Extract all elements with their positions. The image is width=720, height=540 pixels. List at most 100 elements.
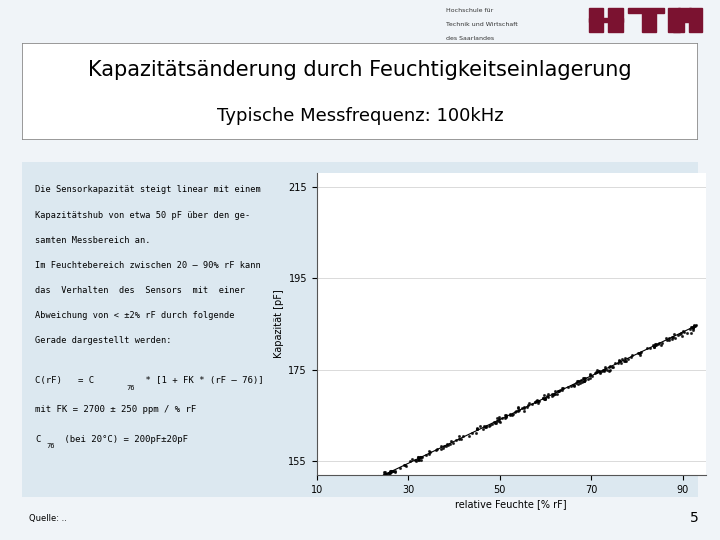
Point [636, 346, 647, 354]
Point [566, 380, 577, 389]
Point [348, 485, 360, 494]
Point [453, 433, 464, 442]
Point [505, 408, 517, 416]
Point [639, 346, 650, 354]
Point [524, 399, 536, 407]
Point [687, 323, 698, 332]
Bar [628, 8, 664, 12]
Text: Die Sensorkapazität steigt linear mit einem: Die Sensorkapazität steigt linear mit ei… [35, 185, 261, 194]
Point [680, 326, 691, 334]
Bar [608, 8, 623, 32]
Point [346, 484, 358, 492]
Point [475, 426, 487, 434]
Point [674, 330, 685, 339]
Text: samten Messbereich an.: samten Messbereich an. [35, 235, 150, 245]
Point [404, 457, 415, 465]
Point [430, 446, 441, 455]
Point [523, 401, 535, 409]
Point [384, 467, 396, 475]
Point [626, 354, 637, 362]
Point [562, 383, 573, 392]
Point [659, 336, 670, 345]
Point [485, 421, 496, 430]
Point [685, 325, 696, 333]
Point [527, 400, 539, 409]
Point [647, 341, 658, 350]
Point [554, 390, 565, 399]
Point [431, 443, 443, 452]
Y-axis label: Kapazität [pF]: Kapazität [pF] [274, 289, 284, 359]
Point [548, 389, 559, 397]
Bar [642, 12, 657, 32]
Point [654, 340, 665, 348]
Point [369, 476, 380, 484]
Bar [668, 8, 680, 32]
Point [387, 467, 398, 476]
Point [652, 337, 663, 346]
Point [374, 473, 386, 482]
Point [619, 353, 631, 362]
Point [594, 367, 606, 375]
Point [468, 428, 480, 436]
Point [572, 376, 583, 385]
Point [635, 347, 647, 355]
Point [468, 426, 480, 435]
Point [424, 449, 436, 457]
Point [521, 402, 533, 411]
Point [675, 329, 686, 338]
Point [442, 440, 454, 448]
Point [420, 451, 432, 460]
Point [682, 327, 693, 336]
Point [492, 415, 503, 423]
Text: C(rF)   = C: C(rF) = C [35, 376, 94, 385]
Point [387, 467, 399, 476]
Point [457, 433, 469, 441]
Point [607, 361, 618, 370]
Point [669, 333, 680, 342]
Point [343, 490, 354, 498]
Point [496, 415, 508, 423]
Point [513, 406, 524, 415]
Point [365, 474, 377, 483]
Point [538, 393, 549, 402]
Point [499, 412, 510, 421]
Point [393, 463, 405, 472]
Text: Kapazitätshub von etwa 50 pF über den ge-: Kapazitätshub von etwa 50 pF über den ge… [35, 211, 251, 220]
Point [554, 385, 566, 394]
Point [544, 391, 556, 400]
Point [475, 426, 487, 434]
Point [643, 343, 654, 352]
Text: 76: 76 [47, 443, 55, 449]
Point [607, 361, 618, 369]
Point [390, 467, 401, 476]
Point [671, 333, 683, 341]
Point [426, 446, 438, 454]
Point [626, 352, 638, 361]
Point [618, 354, 630, 363]
Point [618, 356, 630, 365]
Point [649, 342, 661, 350]
Point [572, 378, 583, 387]
Point [557, 382, 569, 391]
Point [587, 373, 598, 381]
Point [688, 324, 699, 333]
Point [339, 490, 351, 498]
Point [667, 332, 679, 341]
Point [524, 400, 536, 408]
Point [573, 379, 585, 387]
Bar [689, 8, 702, 32]
Point [503, 410, 515, 419]
Point [544, 392, 555, 401]
Point [648, 341, 660, 350]
Point [645, 342, 657, 350]
Point [628, 349, 639, 358]
Point [356, 481, 367, 490]
Point [344, 485, 356, 494]
Point [671, 332, 683, 341]
Point [408, 457, 419, 466]
Point [687, 323, 698, 332]
X-axis label: relative Feuchte [% rF]: relative Feuchte [% rF] [455, 499, 567, 509]
Point [442, 440, 454, 448]
Point [521, 405, 532, 414]
Point [528, 399, 539, 408]
